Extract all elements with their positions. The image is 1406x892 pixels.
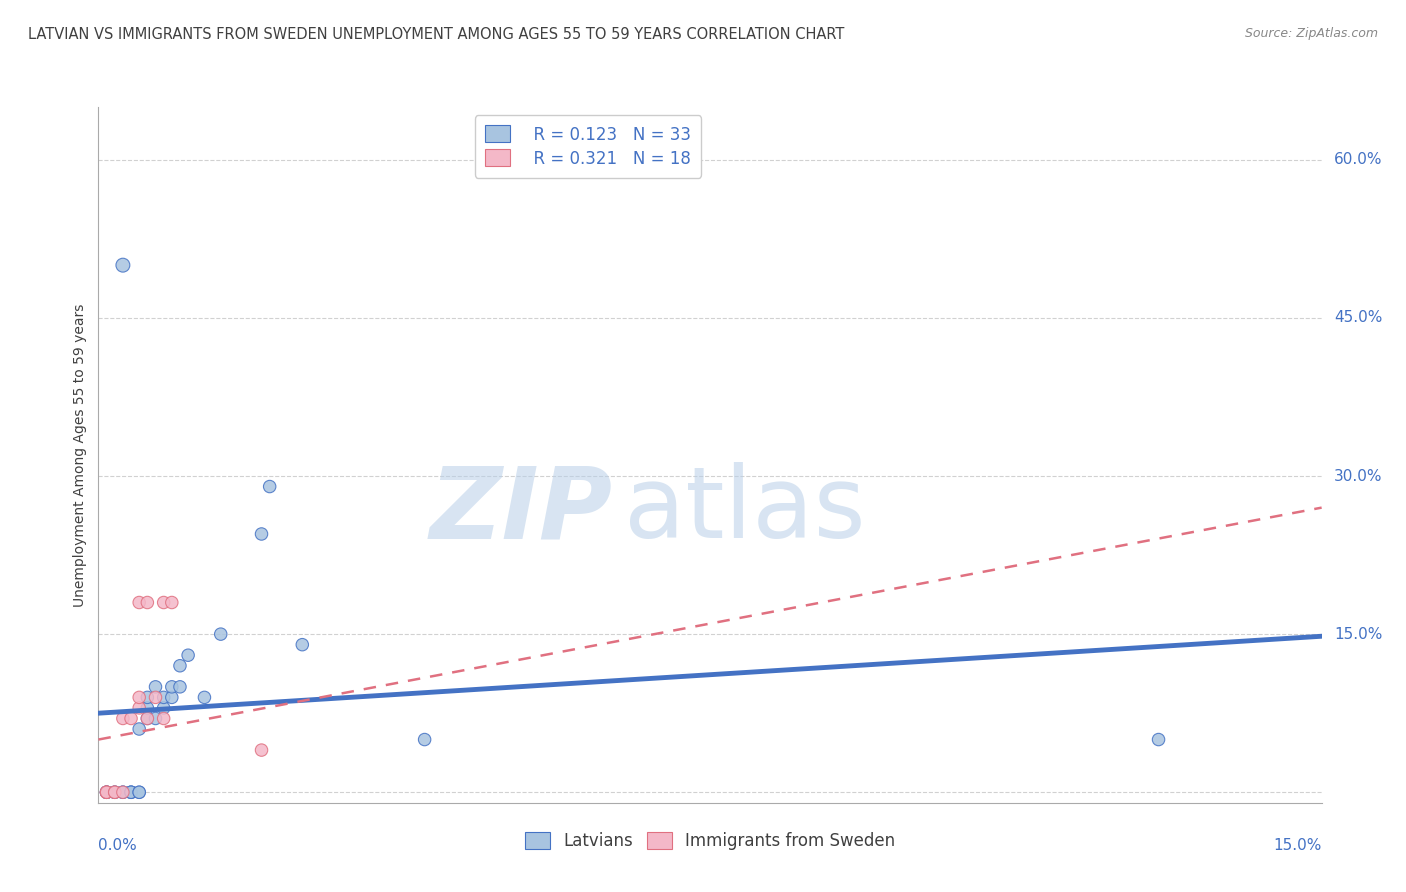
- Point: [96, 785, 118, 799]
- Point: [209, 627, 232, 641]
- Point: [169, 680, 191, 694]
- Point: [145, 680, 167, 694]
- Text: 60.0%: 60.0%: [1334, 153, 1382, 167]
- Point: [177, 648, 200, 663]
- Point: [120, 785, 142, 799]
- Point: [145, 711, 167, 725]
- Point: [96, 785, 118, 799]
- Point: [136, 690, 159, 705]
- Point: [111, 711, 134, 725]
- Point: [111, 258, 134, 272]
- Point: [1147, 732, 1170, 747]
- Point: [250, 527, 273, 541]
- Text: 15.0%: 15.0%: [1274, 838, 1322, 853]
- Point: [152, 595, 174, 609]
- Point: [160, 595, 183, 609]
- Point: [111, 785, 134, 799]
- Point: [136, 711, 159, 725]
- Y-axis label: Unemployment Among Ages 55 to 59 years: Unemployment Among Ages 55 to 59 years: [73, 303, 87, 607]
- Point: [128, 690, 150, 705]
- Point: [152, 701, 174, 715]
- Point: [152, 711, 174, 725]
- Text: Source: ZipAtlas.com: Source: ZipAtlas.com: [1244, 27, 1378, 40]
- Point: [96, 785, 118, 799]
- Point: [152, 690, 174, 705]
- Point: [291, 638, 314, 652]
- Point: [111, 785, 134, 799]
- Point: [128, 722, 150, 736]
- Point: [96, 785, 118, 799]
- Point: [413, 732, 436, 747]
- Point: [136, 701, 159, 715]
- Point: [120, 785, 142, 799]
- Point: [160, 680, 183, 694]
- Text: 45.0%: 45.0%: [1334, 310, 1382, 326]
- Point: [104, 785, 127, 799]
- Point: [136, 711, 159, 725]
- Text: 0.0%: 0.0%: [98, 838, 138, 853]
- Point: [160, 690, 183, 705]
- Text: atlas: atlas: [624, 462, 866, 559]
- Point: [111, 785, 134, 799]
- Text: 30.0%: 30.0%: [1334, 468, 1382, 483]
- Point: [128, 595, 150, 609]
- Point: [169, 658, 191, 673]
- Text: LATVIAN VS IMMIGRANTS FROM SWEDEN UNEMPLOYMENT AMONG AGES 55 TO 59 YEARS CORRELA: LATVIAN VS IMMIGRANTS FROM SWEDEN UNEMPL…: [28, 27, 845, 42]
- Point: [120, 711, 142, 725]
- Text: ZIP: ZIP: [429, 462, 612, 559]
- Point: [96, 785, 118, 799]
- Text: 15.0%: 15.0%: [1334, 627, 1382, 641]
- Point: [250, 743, 273, 757]
- Point: [104, 785, 127, 799]
- Point: [128, 701, 150, 715]
- Legend: Latvians, Immigrants from Sweden: Latvians, Immigrants from Sweden: [519, 826, 901, 857]
- Point: [104, 785, 127, 799]
- Point: [128, 785, 150, 799]
- Point: [120, 785, 142, 799]
- Point: [136, 595, 159, 609]
- Point: [193, 690, 215, 705]
- Point: [259, 479, 281, 493]
- Point: [145, 690, 167, 705]
- Point: [104, 785, 127, 799]
- Point: [96, 785, 118, 799]
- Point: [128, 785, 150, 799]
